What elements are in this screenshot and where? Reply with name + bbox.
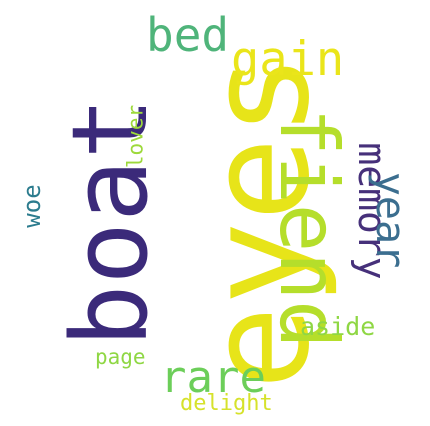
word-aside: aside (300, 312, 376, 341)
word-woe: woe (18, 184, 46, 228)
word-bed: bed (146, 8, 230, 62)
word-year: year (367, 171, 413, 269)
word-delight: delight (180, 391, 273, 416)
word-page: page (95, 345, 146, 369)
word-gain: gain (231, 32, 345, 87)
word-lover: lover (123, 104, 148, 169)
word-rare: rare (160, 352, 266, 403)
